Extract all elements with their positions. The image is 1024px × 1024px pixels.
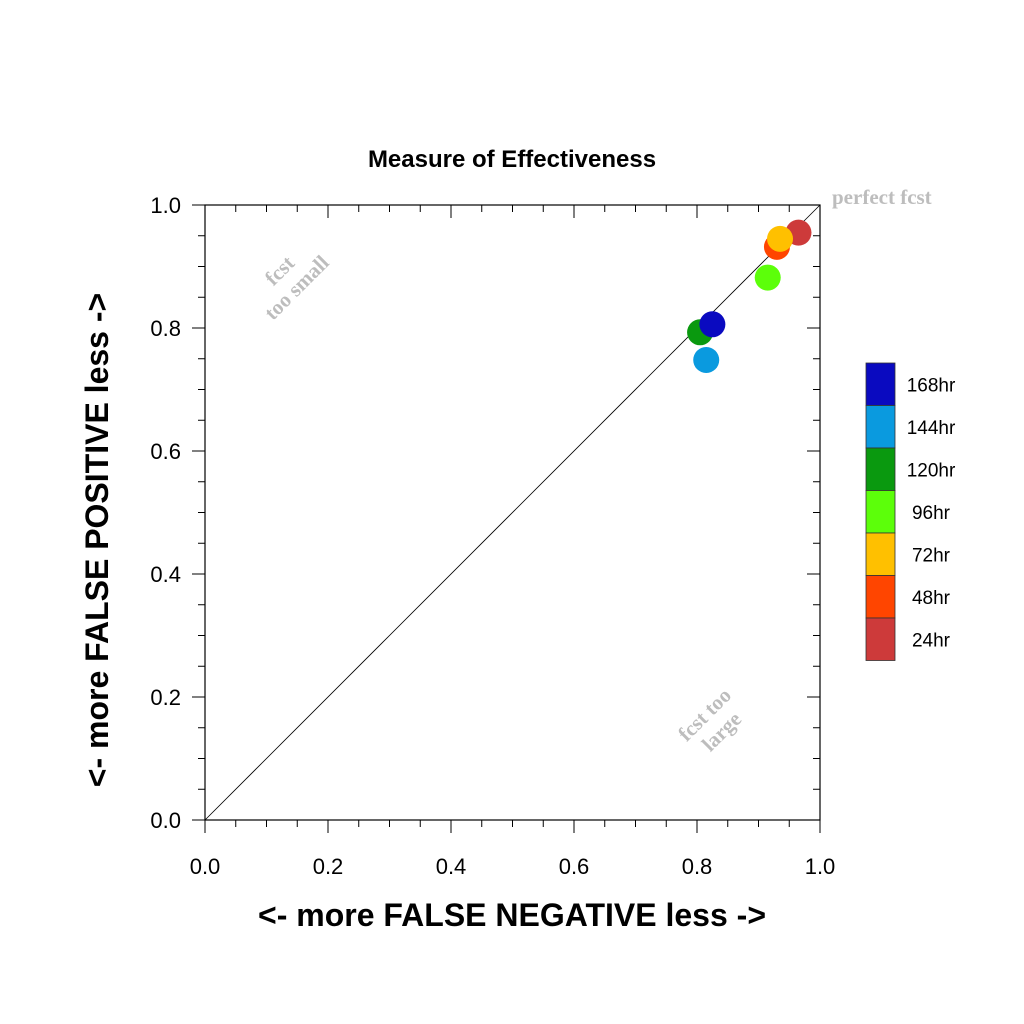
x-tick-label: 0.2 (313, 854, 344, 879)
legend-swatch-168hr (865, 362, 896, 406)
x-tick-label: 1.0 (805, 854, 836, 879)
x-tick-label: 0.6 (559, 854, 590, 879)
y-tick-label: 0.0 (150, 808, 181, 833)
legend-swatch-144hr (865, 405, 896, 449)
x-tick-label: 0.8 (682, 854, 713, 879)
legend-swatch-120hr (865, 447, 896, 491)
legend-label-24hr: 24hr (912, 630, 951, 651)
point-168hr (699, 311, 726, 338)
perfect-forecast-diagonal (204, 204, 821, 821)
y-axis-title: <- more FALSE POSITIVE less -> (79, 293, 115, 787)
legend-swatch-96hr (865, 490, 896, 534)
annotation-perfect-forecast: perfect fcst (832, 185, 932, 209)
y-tick-label: 0.2 (150, 685, 181, 710)
y-tick-label: 0.4 (150, 562, 181, 587)
y-tick-label: 0.8 (150, 316, 181, 341)
legend-swatch-24hr (865, 617, 896, 661)
point-96hr (754, 264, 781, 291)
point-72hr (767, 225, 794, 252)
legend-label-120hr: 120hr (907, 460, 956, 481)
axis-tick-labels: 0.0 0.2 0.4 0.6 0.8 1.0 0.0 0.2 0.4 0.6 0.8 1.0 (150, 193, 835, 879)
legend: 168hr 144hr 120hr 96hr 72hr 48hr 24hr (865, 362, 956, 661)
data-points (687, 219, 812, 373)
legend-label-144hr: 144hr (907, 418, 956, 439)
legend-label-168hr: 168hr (907, 375, 956, 396)
x-tick-label: 0.0 (190, 854, 221, 879)
point-144hr (693, 346, 720, 373)
legend-swatch-48hr (865, 575, 896, 619)
chart-title: Measure of Effectiveness (368, 146, 656, 173)
axis-ticks (192, 204, 821, 833)
annotation-too-small: fcst too small (259, 250, 333, 324)
x-tick-label: 0.4 (436, 854, 467, 879)
annotation-too-large: fcst too large (673, 683, 746, 756)
x-axis-title: <- more FALSE NEGATIVE less -> (258, 897, 766, 933)
y-tick-label: 0.6 (150, 439, 181, 464)
y-tick-label: 1.0 (150, 193, 181, 218)
legend-label-72hr: 72hr (912, 545, 951, 566)
legend-label-48hr: 48hr (912, 588, 951, 609)
legend-swatch-72hr (865, 532, 896, 576)
legend-label-96hr: 96hr (912, 503, 951, 524)
